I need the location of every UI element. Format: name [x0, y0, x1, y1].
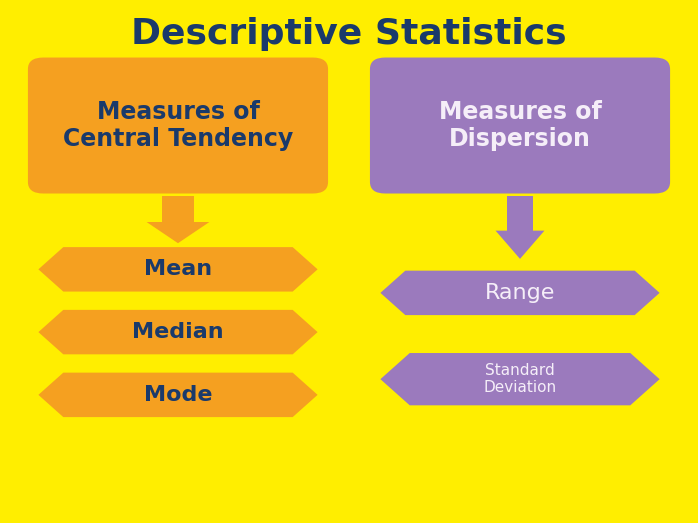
Polygon shape [380, 353, 660, 405]
Text: Descriptive Statistics: Descriptive Statistics [131, 17, 567, 51]
Polygon shape [38, 372, 318, 417]
Polygon shape [507, 196, 533, 231]
Polygon shape [147, 222, 209, 243]
FancyBboxPatch shape [28, 58, 328, 194]
FancyBboxPatch shape [370, 58, 670, 194]
Text: Median: Median [132, 322, 224, 342]
Text: Mean: Mean [144, 259, 212, 279]
Polygon shape [38, 310, 318, 355]
Polygon shape [162, 196, 194, 222]
Text: Mode: Mode [144, 385, 212, 405]
Text: Measures of
Dispersion: Measures of Dispersion [438, 99, 602, 152]
Polygon shape [496, 231, 544, 259]
Polygon shape [380, 271, 660, 315]
Polygon shape [38, 247, 318, 292]
Text: Range: Range [485, 283, 555, 303]
Text: Measures of
Central Tendency: Measures of Central Tendency [63, 99, 293, 152]
Text: Standard
Deviation: Standard Deviation [484, 363, 556, 395]
